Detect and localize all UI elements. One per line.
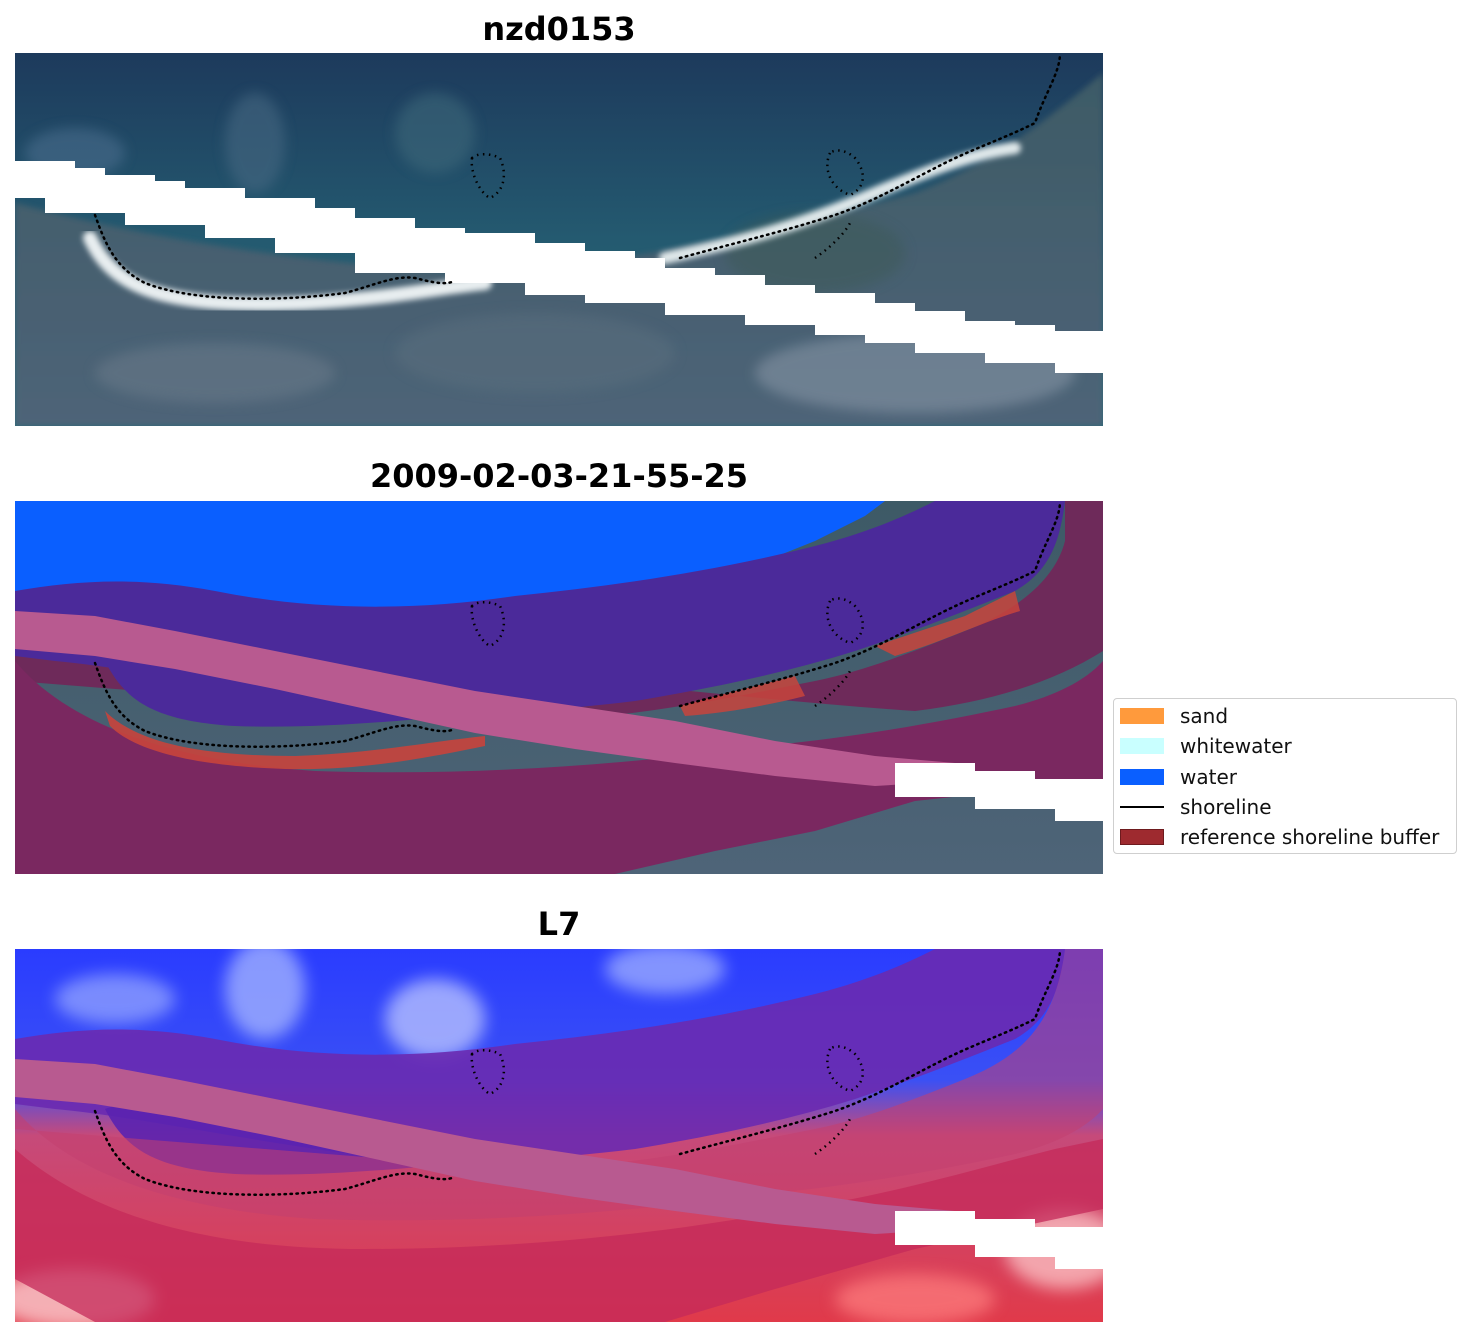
legend-item-whitewater: whitewater [1120, 734, 1450, 758]
legend-label-sand: sand [1180, 704, 1229, 728]
classified-image-panel [15, 501, 1103, 874]
panel-title-classified: 2009-02-03-21-55-25 [369, 457, 749, 495]
legend-swatch-whitewater [1120, 738, 1164, 754]
legend-label-water: water [1180, 765, 1237, 789]
classified-map [15, 501, 1103, 874]
legend-item-sand: sand [1120, 704, 1450, 728]
legend-item-shoreline: shoreline [1120, 795, 1450, 819]
rgb-image-panel [15, 53, 1103, 426]
legend-label-whitewater: whitewater [1180, 734, 1292, 758]
index-map [15, 949, 1103, 1322]
rgb-satellite-image [15, 53, 1103, 426]
panel-title-rgb: nzd0153 [482, 10, 636, 48]
legend-line-shoreline [1120, 806, 1164, 808]
legend-item-water: water [1120, 765, 1450, 789]
index-image-panel [15, 949, 1103, 1322]
legend-label-buffer: reference shoreline buffer [1180, 825, 1440, 849]
legend-label-shoreline: shoreline [1180, 795, 1272, 819]
legend: sand whitewater water shoreline referenc… [1113, 698, 1457, 854]
legend-item-buffer: reference shoreline buffer [1120, 825, 1450, 849]
panel-title-index: L7 [537, 905, 581, 943]
legend-swatch-buffer [1120, 829, 1164, 845]
legend-swatch-sand [1120, 708, 1164, 724]
legend-swatch-water [1120, 769, 1164, 785]
